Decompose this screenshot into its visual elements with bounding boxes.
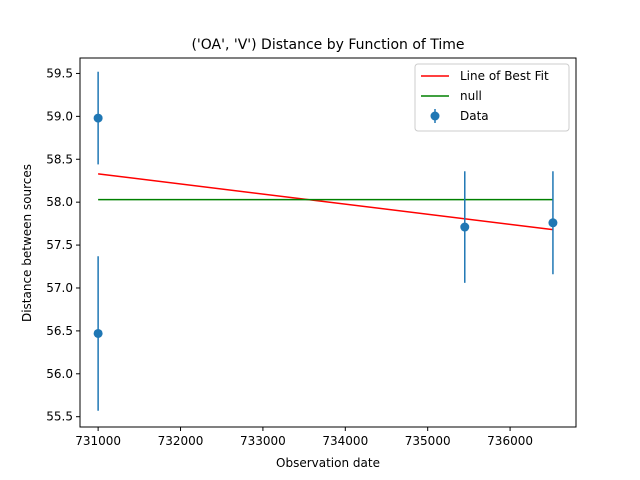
legend-label: Line of Best Fit: [460, 69, 549, 83]
legend-label: Data: [460, 109, 489, 123]
y-tick-label: 59.0: [46, 109, 73, 123]
chart-title: ('OA', 'V') Distance by Function of Time: [191, 37, 464, 53]
legend: Line of Best Fit null Data: [414, 63, 570, 132]
series-line-0: [98, 173, 554, 231]
data-point: [93, 113, 103, 123]
y-tick-label: 58.5: [46, 152, 73, 166]
legend-box: [414, 63, 570, 132]
x-axis-label: Observation date: [276, 456, 380, 470]
legend-swatch-marker: [430, 111, 440, 121]
x-axis: 731000 732000 733000 734000 735000 736000: [75, 427, 533, 448]
x-tick-label: 734000: [322, 434, 368, 448]
x-tick-label: 735000: [405, 434, 451, 448]
y-axis: 55.5 56.0 56.5 57.0 57.5 58.0 58.5 59.0 59.5: [46, 66, 80, 424]
y-tick-label: 55.5: [46, 410, 73, 424]
y-tick-label: 58.0: [46, 195, 73, 209]
y-tick-label: 56.0: [46, 367, 73, 381]
y-tick-label: 57.0: [46, 281, 73, 295]
data-point: [93, 328, 103, 338]
data-point: [460, 222, 470, 232]
x-tick-label: 733000: [240, 434, 286, 448]
y-axis-label: Distance between sources: [20, 164, 34, 322]
y-tick-label: 59.5: [46, 66, 73, 80]
plot-area: [93, 71, 558, 411]
y-tick-label: 57.5: [46, 238, 73, 252]
legend-label: null: [460, 89, 482, 103]
x-tick-label: 732000: [158, 434, 204, 448]
x-tick-label: 736000: [487, 434, 533, 448]
data-point: [548, 218, 558, 228]
x-tick-label: 731000: [75, 434, 121, 448]
axes-frame: [79, 57, 577, 428]
y-tick-label: 56.5: [46, 324, 73, 338]
